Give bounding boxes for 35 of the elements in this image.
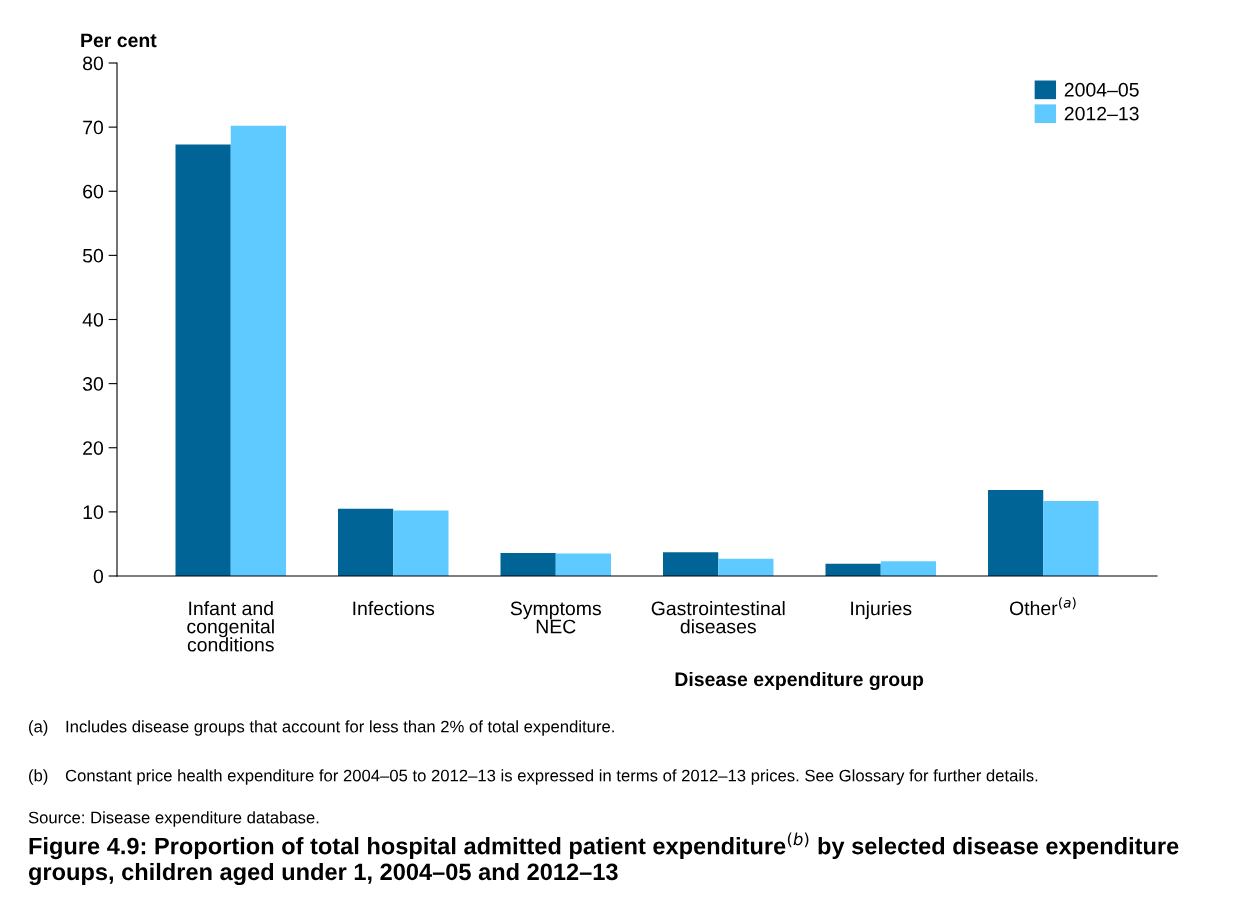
text: (a) Includes disease groups that account for less than 2% of total expenditure. [29,720,614,736]
x-tick-label: Symptoms NEC [510,601,601,634]
bar [663,552,719,576]
chart-title: Figure 4.9: Proportion of total hospital admitted patient expenditure$^{(b)}$ by selected disease expenditure groups, children aged under 1, 2004–05 and 2012–13 [28,832,1179,885]
bar [880,561,936,576]
x-tick-label: Other$^{(a)}$ [1009,597,1076,616]
y-axis-title: Per cent [81,33,157,48]
y-tick-label: 50 [82,248,104,263]
bar [555,553,611,576]
bar [338,508,394,576]
text: (b) Constant price health expenditure for 2004–05 to 2012–13 is expressed in terms of 2012–13 prices. See Glossary for further details. [29,769,1038,785]
x-tick-label: Gastrointestinal diseases [651,601,785,634]
x-tick-label: Injuries [851,601,912,620]
x-tick-label: Infections [353,601,435,616]
y-tick-label: 20 [83,441,104,455]
y-tick-label: 0 [93,569,104,584]
bar [825,563,881,576]
bar [1043,500,1099,576]
y-tick-label: 40 [82,312,104,327]
y-tick-label: 70 [83,120,104,135]
source-note: Source: Disease expenditure database. [28,811,319,827]
legend-label: 2004–05 [1064,82,1139,97]
y-tick-label: 80 [83,56,104,71]
x-axis-title: Disease expenditure group [675,671,924,691]
bar [500,552,556,576]
bar [230,125,286,576]
bar [393,510,449,576]
bar [175,144,231,576]
y-tick-label: 60 [83,184,104,199]
legend-label: 2012–13 [1064,106,1139,121]
x-tick-label: Infant and congenital conditions [187,601,274,652]
bar [718,558,774,576]
y-tick-label: 30 [82,377,104,391]
bar [988,490,1044,576]
y-tick-label: 10 [83,505,104,520]
